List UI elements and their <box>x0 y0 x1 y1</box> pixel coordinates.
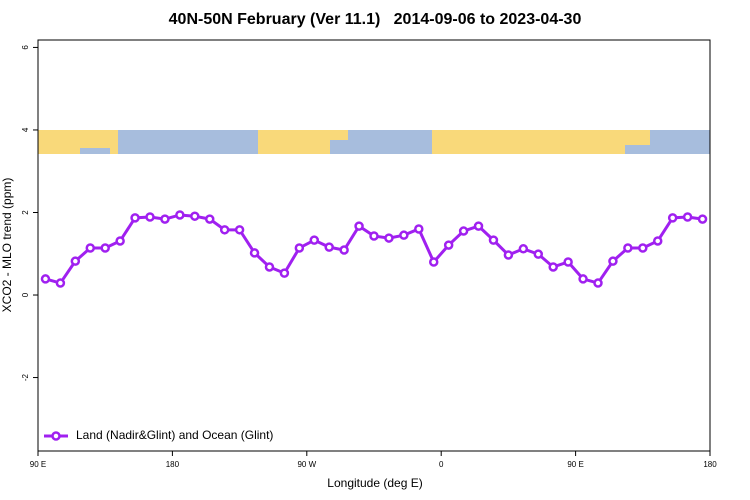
point <box>518 244 529 254</box>
chart-title: 40N-50N February (Ver 11.1) 2014-09-06 t… <box>169 11 582 28</box>
point <box>697 214 708 224</box>
point <box>234 225 245 235</box>
point <box>578 274 588 284</box>
point <box>264 262 275 272</box>
y-tick-label: 4 <box>21 127 30 132</box>
x-axis-label: Longitude (deg E) <box>327 476 422 490</box>
point <box>593 278 603 288</box>
point <box>55 278 66 288</box>
y-tick-label: 2 <box>21 210 30 215</box>
point <box>354 221 364 231</box>
map-strip <box>38 130 710 154</box>
y-tick-label: 6 <box>21 45 30 50</box>
point <box>160 214 170 224</box>
point <box>309 235 320 245</box>
point <box>608 256 618 266</box>
point <box>399 230 409 240</box>
plot-frame <box>37 39 711 452</box>
point <box>623 243 633 253</box>
x-tick-label: 180 <box>166 460 180 469</box>
point <box>219 225 230 235</box>
point <box>414 224 424 234</box>
point <box>369 231 379 241</box>
y-tick-label: -2 <box>21 373 30 381</box>
point <box>488 235 499 245</box>
point <box>279 268 290 278</box>
point <box>204 214 215 224</box>
point <box>503 250 514 260</box>
y-axis-label: XCO2 - MLO trend (ppm) <box>0 178 14 313</box>
point <box>130 213 140 223</box>
legend-marker <box>51 431 61 441</box>
point <box>294 243 305 253</box>
point <box>145 212 155 222</box>
point <box>190 211 200 221</box>
series-line <box>45 213 703 285</box>
x-tick-label: 90 E <box>30 460 46 469</box>
point <box>443 240 454 250</box>
y-tick-label: 0 <box>21 292 30 297</box>
point <box>667 213 678 223</box>
point <box>324 242 334 252</box>
point <box>563 257 573 267</box>
point <box>548 262 558 272</box>
point <box>70 256 81 266</box>
x-tick-label: 90 E <box>567 460 583 469</box>
x-tick-label: 0 <box>439 460 444 469</box>
x-tick-label: 90 W <box>297 460 316 469</box>
point <box>384 233 394 243</box>
point <box>473 221 484 231</box>
point <box>175 210 185 220</box>
point <box>652 236 663 246</box>
x-tick-label: 180 <box>703 460 717 469</box>
point <box>249 248 260 258</box>
point <box>85 243 96 253</box>
point <box>115 236 125 246</box>
point <box>40 274 51 284</box>
point <box>100 243 110 253</box>
point <box>533 249 544 259</box>
point <box>682 212 693 222</box>
point <box>458 226 469 236</box>
point <box>638 243 648 253</box>
point <box>428 257 439 267</box>
point <box>339 245 349 255</box>
legend-label: Land (Nadir&Glint) and Ocean (Glint) <box>76 428 273 442</box>
